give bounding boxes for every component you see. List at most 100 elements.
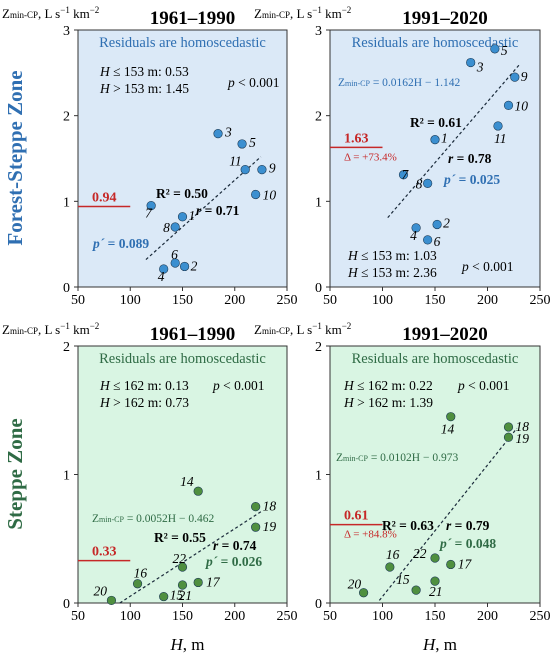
text-span: p´	[443, 172, 456, 187]
x-tick-label: 150	[425, 293, 446, 308]
text-span: H	[422, 635, 437, 654]
text-span: ≤ 153 m: 2.36	[358, 265, 437, 280]
text-span: R	[382, 518, 392, 533]
zone-label-steppe: Steppe Zone	[3, 418, 27, 529]
text-span: = 0.048	[451, 536, 496, 551]
data-point	[106, 595, 117, 606]
y-tick-label: 0	[63, 281, 70, 296]
text-span: = 0.026	[217, 554, 262, 569]
text-span: , L s	[38, 6, 60, 21]
data-point	[503, 432, 514, 442]
point-label: 17	[458, 556, 473, 571]
text-span: R	[156, 186, 166, 201]
point-label: 21	[179, 588, 193, 603]
threshold-value: 1.63	[344, 131, 369, 146]
text-span: −1	[312, 5, 322, 15]
y-axis-unit-label: Zmin-CP, L s−1 km−2	[254, 321, 351, 337]
panel-title: 1961–1990	[150, 324, 236, 345]
point-label: 15	[396, 572, 410, 587]
data-point	[177, 562, 188, 572]
residuals-note: Residuals are homoscedastic	[99, 35, 266, 51]
data-point	[240, 165, 250, 175]
y-tick-label: 3	[63, 24, 70, 39]
p-value: p < 0.001	[212, 378, 265, 393]
point-label: 4	[158, 269, 165, 284]
x-tick-label: 200	[224, 293, 245, 308]
point-label: 6	[434, 234, 441, 249]
residuals-note: Residuals are homoscedastic	[352, 351, 519, 367]
x-tick-label: 200	[477, 293, 498, 308]
data-point	[466, 57, 476, 68]
point-label: 11	[494, 131, 507, 146]
text-span: ² = 0.55	[164, 530, 206, 545]
group-mean-low: H ≤ 153 m: 1.03	[347, 248, 437, 263]
text-span: ² = 0.63	[392, 518, 434, 533]
point-label: 15	[170, 588, 184, 603]
text-span: min-CP	[262, 10, 290, 20]
point-label: 17	[206, 574, 221, 589]
text-span: , L s	[290, 6, 312, 21]
text-span: H	[343, 378, 355, 393]
text-span: p´	[439, 536, 452, 551]
x-tick-label: 50	[71, 609, 85, 624]
y-tick-label: 0	[63, 597, 70, 612]
point-label: 1	[441, 131, 448, 146]
residuals-note: Residuals are homoscedastic	[99, 351, 266, 367]
group-mean-low: H ≤ 162 m: 0.22	[343, 378, 433, 393]
text-span: km	[70, 6, 90, 21]
text-span: H	[99, 81, 111, 96]
point-label: 20	[348, 577, 362, 592]
text-span: H	[347, 248, 359, 263]
data-point	[170, 222, 180, 232]
point-label: 14	[441, 422, 455, 437]
data-point	[432, 219, 442, 230]
data-point	[503, 100, 514, 110]
data-point	[177, 212, 188, 222]
data-point	[398, 170, 409, 180]
x-tick-label: 150	[172, 609, 193, 624]
x-tick-label: 150	[425, 609, 446, 624]
text-span: = 0.71	[201, 203, 239, 218]
text-span: p´	[92, 236, 105, 251]
data-point	[132, 579, 143, 589]
text-span: km	[70, 322, 90, 337]
data-point	[159, 264, 169, 274]
text-span: , m	[435, 635, 457, 654]
y-tick-label: 2	[63, 110, 70, 125]
p-prime-value: p´ = 0.026	[205, 554, 262, 569]
text-span: , L s	[290, 322, 312, 337]
point-label: 8	[163, 220, 170, 235]
point-label: 9	[521, 69, 528, 84]
text-span: p	[457, 378, 465, 393]
data-point	[423, 178, 433, 188]
point-label: 18	[516, 419, 530, 434]
text-span: min-CP	[345, 79, 370, 88]
text-span: r	[446, 518, 452, 533]
data-point	[359, 588, 369, 598]
text-span: p	[227, 75, 235, 90]
group-mean-low: H ≤ 153 m: 0.53	[99, 64, 189, 79]
data-point	[251, 189, 261, 200]
zone-label-forest-steppe: Forest-Steppe Zone	[3, 70, 27, 245]
text-span: ≤ 162 m: 0.22	[354, 378, 433, 393]
r-squared: R² = 0.61	[410, 115, 462, 130]
text-span: R	[154, 530, 164, 545]
text-span: r	[448, 151, 454, 166]
text-span: H	[99, 64, 111, 79]
trend-line	[378, 427, 518, 601]
group-mean-high: H ≤ 153 m: 2.36	[347, 265, 437, 280]
data-point	[251, 522, 261, 532]
data-point	[490, 44, 500, 54]
text-span: Z	[338, 77, 345, 89]
y-tick-label: 1	[63, 195, 70, 210]
text-span: Z	[336, 452, 343, 464]
text-span: = 0.0102H − 0.973	[368, 452, 459, 464]
point-label: 10	[263, 187, 277, 202]
text-span: r	[196, 203, 202, 218]
point-label: 22	[173, 551, 187, 566]
x-tick-label: 100	[120, 609, 141, 624]
y-axis-unit-label: Zmin-CP, L s−1 km−2	[2, 5, 99, 21]
